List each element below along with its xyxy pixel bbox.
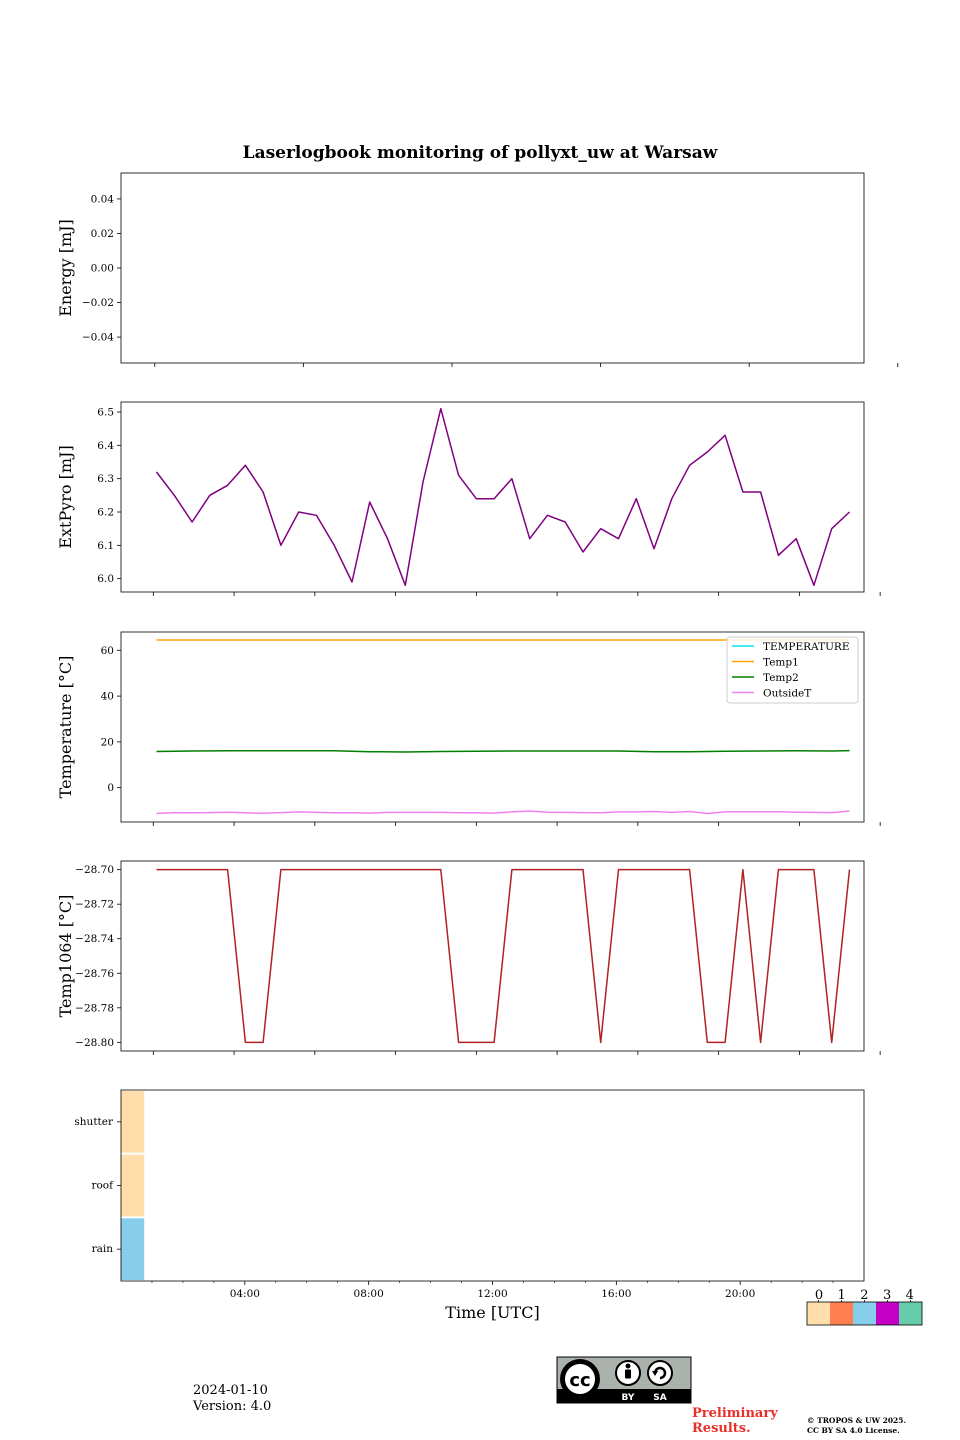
status-xtick-label: 08:00 [354, 1288, 384, 1300]
temp1064-ytick-label: −28.76 [75, 968, 114, 980]
legend-label-temp2: Temp2 [763, 672, 799, 684]
colorbar-swatch-2 [853, 1302, 876, 1325]
license-sa-label: SA [653, 1393, 666, 1403]
temp1064-series-line [156, 868, 851, 1044]
colorbar-swatch-3 [876, 1302, 899, 1325]
energy-ytick-label: −0.04 [82, 332, 114, 344]
status-xtick-label: 16:00 [601, 1288, 631, 1300]
preliminary-line2: Results. [692, 1421, 751, 1436]
legend-label-temperature: TEMPERATURE [763, 641, 850, 653]
colorbar-label: 1 [838, 1288, 846, 1303]
svg-text:cc: cc [569, 1370, 590, 1391]
outsidet-series-line [156, 810, 850, 815]
temp1064-axes-frame [120, 860, 865, 1052]
extpyro-y-axis-label: ExtPyro [mJ] [56, 445, 75, 548]
energy-panel: 0.04 0.02 0.00 −0.02 −0.04 Energy [mJ] [56, 172, 899, 367]
extpyro-ytick-label: 6.3 [97, 473, 114, 485]
figure-title: Laserlogbook monitoring of pollyxt_uw at… [243, 143, 718, 163]
energy-axes-frame [120, 172, 865, 364]
temperature-ytick-label: 20 [101, 736, 114, 748]
colorbar-swatch-0 [807, 1302, 830, 1325]
cc-license-badge: cc BY SA [556, 1356, 692, 1404]
temp1064-ytick-label: −28.72 [75, 899, 114, 911]
temp1064-y-axis-label: Temp1064 [°C] [56, 895, 75, 1018]
license-by-label: BY [622, 1393, 635, 1403]
energy-y-axis-label: Energy [mJ] [56, 219, 75, 317]
temp1064-ytick-label: −28.80 [75, 1037, 114, 1049]
copyright-note: © TROPOS & UW 2025. CC BY SA 4.0 License… [807, 1416, 906, 1436]
temp1064-ytick-label: −28.74 [75, 933, 114, 945]
colorbar-label: 4 [906, 1288, 914, 1303]
status-cell-rain [121, 1218, 145, 1280]
footer-version: Version: 4.0 [193, 1399, 272, 1414]
status-cell-shutter [121, 1091, 145, 1153]
extpyro-ytick-label: 6.5 [97, 407, 114, 419]
cc-by-sa-icon: cc [560, 1359, 673, 1399]
colorbar-swatch-1 [830, 1302, 853, 1325]
colorbar-label: 3 [883, 1288, 891, 1303]
status-ytick-label: rain [92, 1243, 114, 1255]
preliminary-line1: Preliminary [692, 1406, 778, 1421]
status-cell-roof [121, 1154, 145, 1217]
preliminary-note: Preliminary Results. [692, 1406, 778, 1436]
colorbar-swatch-4 [899, 1302, 922, 1325]
temperature-panel: 60 40 20 0 Temperature [°C] TEMPERATURE Temp1 T… [56, 631, 881, 826]
x-axis-label: Time [UTC] [445, 1303, 539, 1322]
colorbar-label: 0 [815, 1288, 823, 1303]
status-xtick-label: 12:00 [477, 1288, 507, 1300]
temperature-y-axis-label: Temperature [°C] [56, 656, 75, 799]
extpyro-panel: 6.0 6.1 6.2 6.3 6.4 6.5 ExtPyro [mJ] [56, 401, 881, 596]
status-panel: shutter roof rain 04:00 08:00 12:00 16:00 20:00… [74, 1089, 865, 1322]
temperature-ytick-label: 40 [101, 691, 114, 703]
extpyro-ytick-label: 6.0 [97, 573, 114, 585]
copyright-line1: © TROPOS & UW 2025. [807, 1416, 907, 1425]
energy-ytick-label: 0.00 [91, 263, 114, 275]
temp1064-ytick-label: −28.70 [75, 864, 114, 876]
status-ytick-label: roof [91, 1180, 114, 1192]
footer-info: 2024-01-10 Version: 4.0 [193, 1383, 271, 1415]
status-axes-frame [120, 1089, 865, 1282]
legend-label-temp1: Temp1 [763, 657, 799, 669]
energy-ytick-label: 0.02 [91, 228, 114, 240]
temperature-axes-frame [120, 631, 865, 823]
status-xtick-label: 20:00 [725, 1288, 755, 1300]
temperature-ytick-label: 60 [101, 645, 114, 657]
temp2-series-line [156, 749, 850, 753]
status-ytick-label: shutter [74, 1116, 114, 1128]
copyright-line2: CC BY SA 4.0 License. [807, 1426, 900, 1435]
footer-date: 2024-01-10 [193, 1383, 268, 1398]
extpyro-ytick-label: 6.4 [97, 440, 114, 452]
extpyro-series-line [155, 407, 851, 587]
temp1064-ytick-label: −28.78 [75, 1002, 114, 1014]
legend-label-outsidet: OutsideT [763, 688, 811, 700]
energy-ytick-label: −0.02 [82, 297, 114, 309]
extpyro-ytick-label: 6.2 [97, 507, 114, 519]
status-xtick-label: 04:00 [230, 1288, 260, 1300]
legend-box [726, 636, 859, 704]
energy-ytick-label: 0.04 [91, 193, 115, 205]
colorbar-label: 2 [860, 1288, 868, 1303]
extpyro-ytick-label: 6.1 [97, 540, 114, 552]
temp1064-panel: −28.70 −28.72 −28.74 −28.76 −28.78 −28.80 Temp… [56, 860, 881, 1055]
temperature-ytick-label: 0 [107, 782, 114, 794]
extpyro-axes-frame [120, 401, 865, 593]
